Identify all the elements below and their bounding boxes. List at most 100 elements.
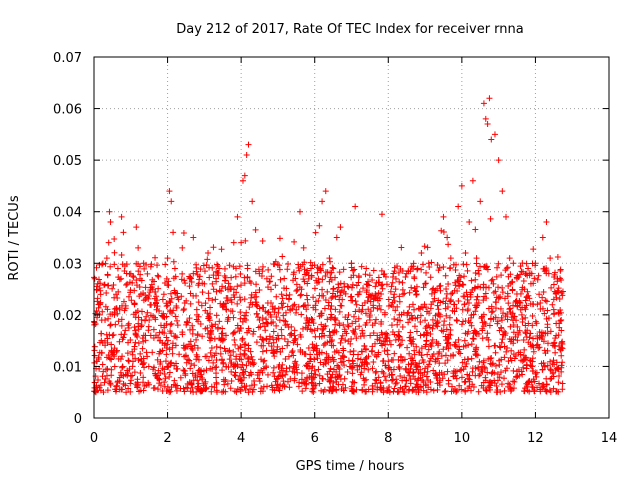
- data-point: [464, 267, 471, 274]
- data-point: [465, 375, 472, 382]
- data-point: [144, 353, 151, 360]
- data-point: [309, 363, 316, 370]
- data-point: [276, 317, 283, 324]
- data-point: [513, 290, 520, 297]
- data-point: [461, 387, 468, 394]
- data-point: [313, 298, 320, 305]
- data-point: [361, 377, 368, 384]
- data-point: [106, 378, 113, 385]
- data-point: [213, 387, 220, 394]
- data-point: [373, 368, 380, 375]
- data-point: [423, 269, 430, 276]
- data-point: [264, 284, 271, 291]
- data-point: [481, 293, 488, 300]
- data-point: [311, 327, 318, 334]
- data-point: [374, 305, 381, 312]
- data-point: [169, 340, 176, 347]
- data-point: [487, 215, 494, 222]
- data-point: [498, 369, 505, 376]
- data-point: [379, 342, 386, 349]
- data-point: [506, 306, 513, 313]
- data-point: [169, 344, 176, 351]
- data-point: [392, 286, 399, 293]
- data-point: [413, 291, 420, 298]
- data-point: [225, 280, 232, 287]
- data-point: [381, 347, 388, 354]
- data-point: [419, 357, 426, 364]
- data-point: [123, 389, 130, 396]
- data-point: [143, 349, 150, 356]
- data-point: [399, 323, 406, 330]
- data-point: [128, 297, 135, 304]
- data-point: [319, 330, 326, 337]
- data-point: [533, 369, 540, 376]
- data-point: [192, 372, 199, 379]
- data-point: [476, 358, 483, 365]
- data-point: [187, 326, 194, 333]
- data-point: [517, 263, 524, 270]
- data-point: [304, 296, 311, 303]
- data-point: [486, 322, 493, 329]
- data-point: [108, 356, 115, 363]
- data-point: [427, 386, 434, 393]
- data-point: [415, 386, 422, 393]
- data-point: [99, 308, 106, 315]
- data-point: [438, 353, 445, 360]
- data-point: [151, 301, 158, 308]
- data-point: [501, 354, 508, 361]
- data-point: [553, 359, 560, 366]
- data-point: [318, 349, 325, 356]
- data-point: [365, 278, 372, 285]
- data-point: [472, 308, 479, 315]
- data-point: [361, 343, 368, 350]
- data-point: [337, 292, 344, 299]
- data-point: [166, 346, 173, 353]
- data-point: [507, 323, 514, 330]
- data-point: [523, 333, 530, 340]
- data-point: [414, 266, 421, 273]
- data-point: [246, 372, 253, 379]
- data-point: [449, 289, 456, 296]
- data-point: [303, 381, 310, 388]
- data-point: [544, 340, 551, 347]
- data-point: [518, 368, 525, 375]
- data-point: [333, 368, 340, 375]
- data-point: [285, 260, 292, 267]
- data-point: [544, 324, 551, 331]
- data-point: [381, 373, 388, 380]
- data-point: [131, 287, 138, 294]
- data-point: [328, 311, 335, 318]
- data-point: [237, 351, 244, 358]
- data-point: [480, 284, 487, 291]
- data-point: [389, 279, 396, 286]
- data-point: [256, 317, 263, 324]
- data-point: [319, 286, 326, 293]
- data-point: [105, 351, 112, 358]
- data-point: [559, 359, 566, 366]
- data-point: [383, 330, 390, 337]
- data-point: [453, 389, 460, 396]
- data-point: [293, 288, 300, 294]
- data-point: [118, 316, 125, 323]
- data-point: [269, 386, 276, 393]
- data-point: [529, 322, 536, 329]
- data-point: [322, 188, 329, 195]
- data-point: [220, 376, 227, 383]
- data-point: [368, 348, 375, 355]
- data-point: [203, 384, 210, 391]
- data-point: [369, 292, 376, 299]
- data-point: [365, 282, 372, 289]
- data-point: [478, 367, 485, 374]
- data-point: [284, 303, 291, 310]
- data-point: [378, 384, 385, 391]
- data-point: [504, 310, 511, 317]
- data-point: [526, 377, 533, 384]
- data-point: [404, 310, 411, 317]
- data-point: [518, 268, 525, 275]
- data-point: [385, 365, 392, 372]
- data-point: [274, 332, 281, 339]
- data-point: [363, 287, 370, 294]
- data-point: [237, 344, 244, 351]
- data-point: [130, 274, 137, 281]
- data-point: [108, 348, 115, 355]
